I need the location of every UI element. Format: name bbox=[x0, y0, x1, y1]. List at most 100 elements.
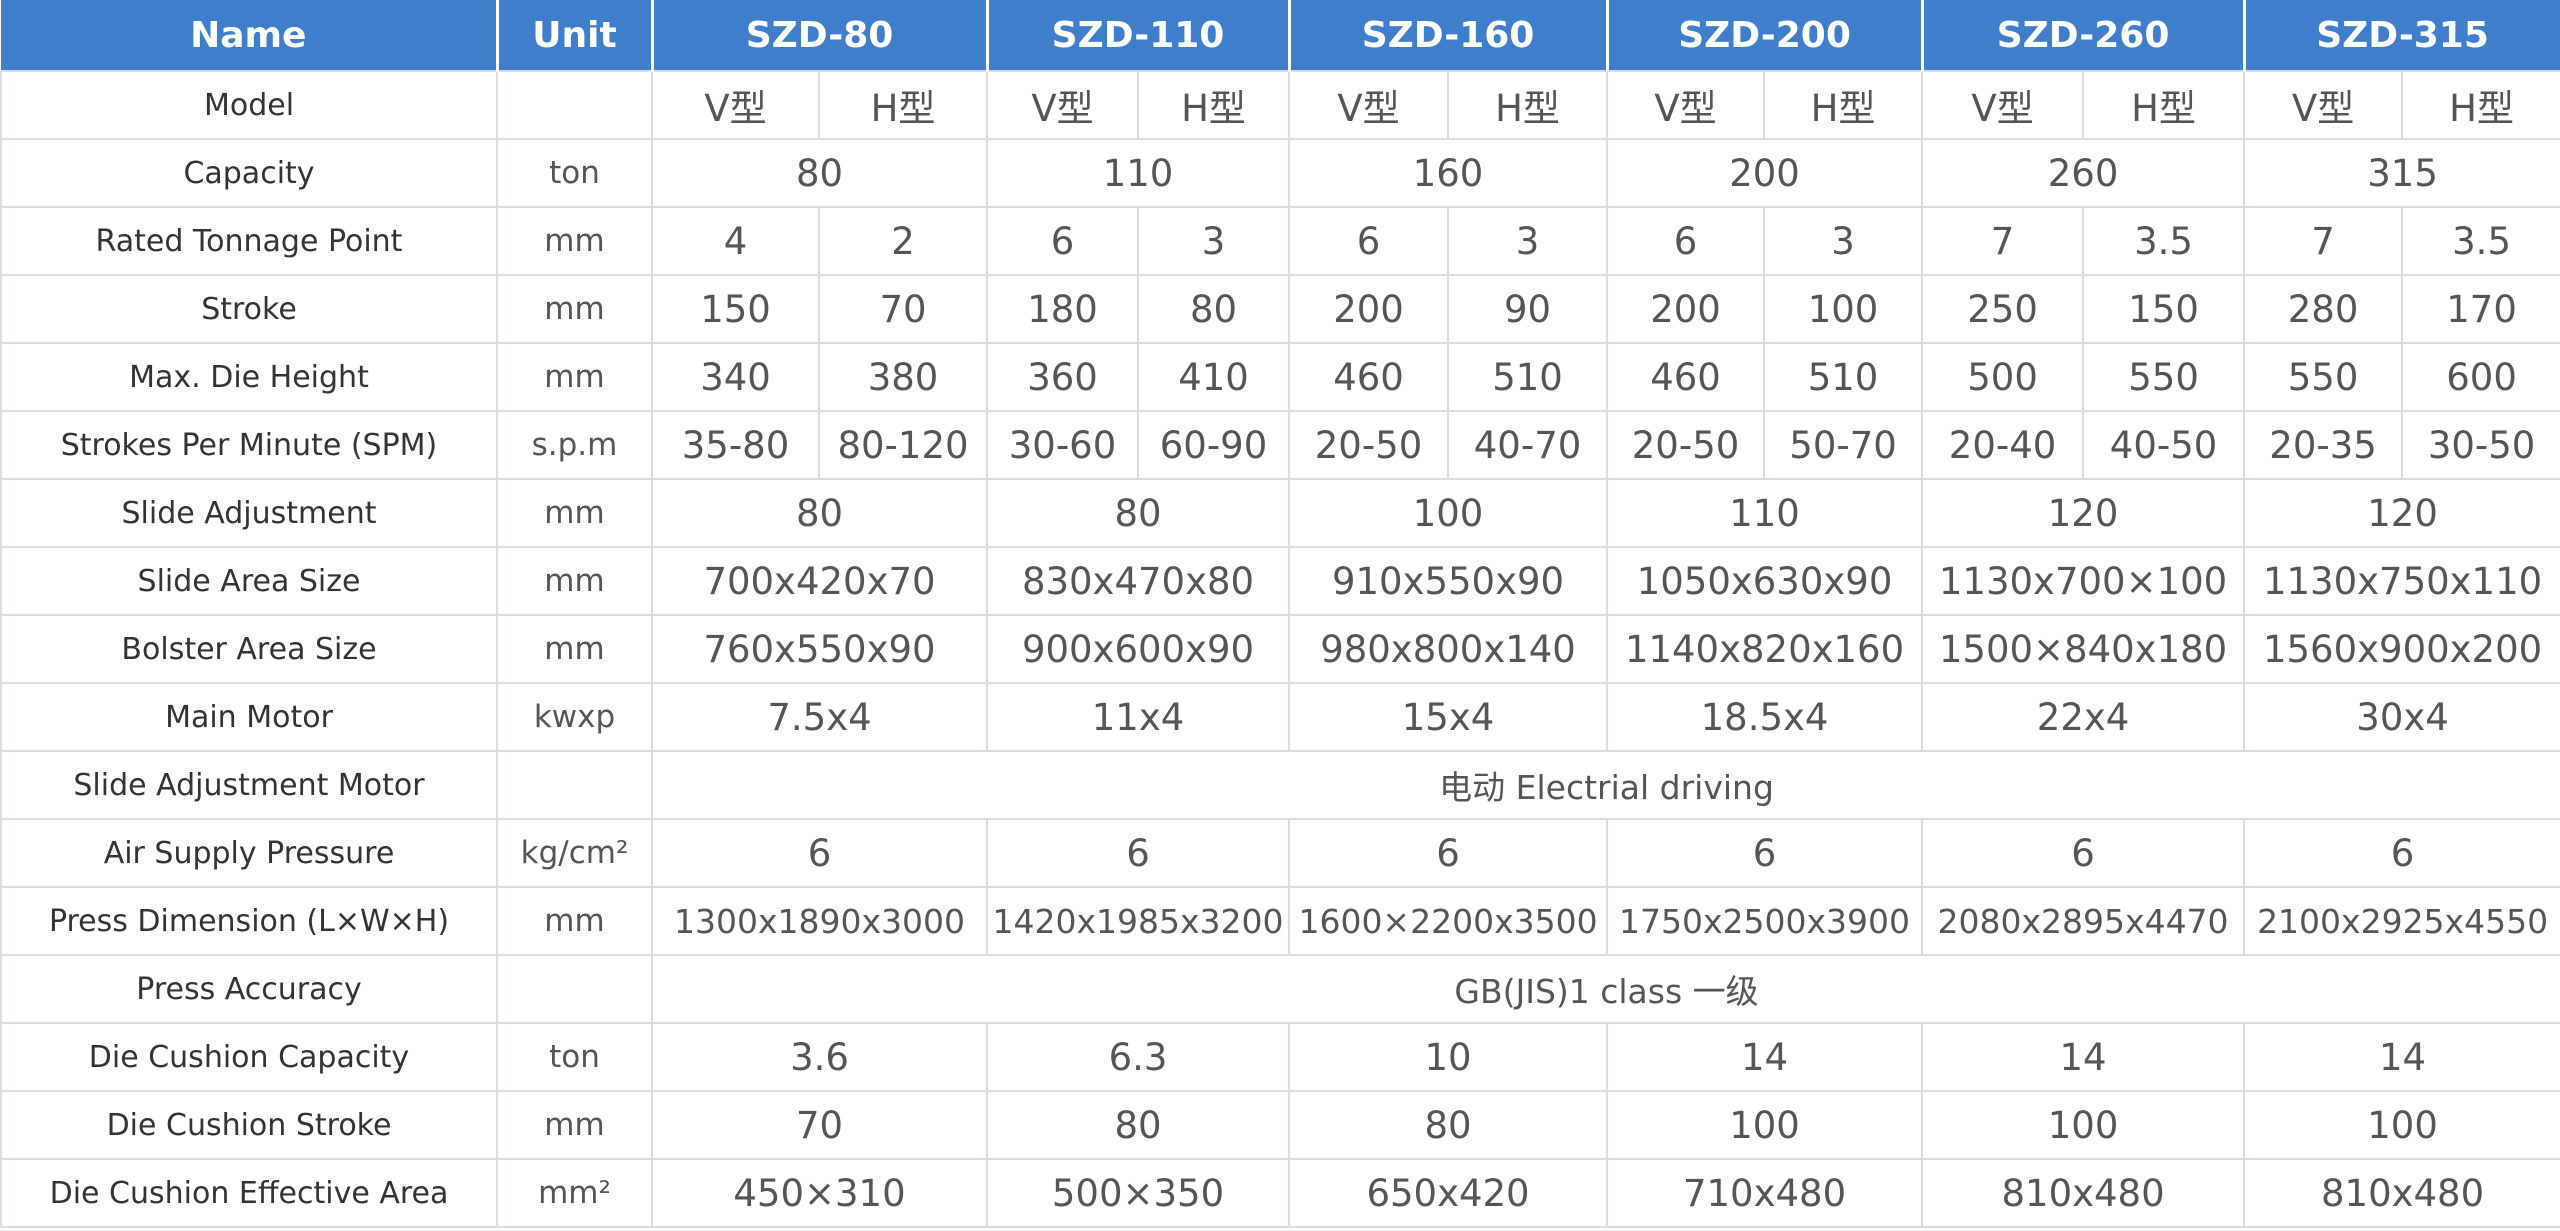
spec-value: 1560x900x200 bbox=[2243, 614, 2560, 684]
spec-row: Max. Die Height mm 340 380 360 410 460 510 460 51… bbox=[0, 342, 2560, 412]
spec-value: 30-50 bbox=[2401, 410, 2560, 480]
row-unit: mm bbox=[496, 886, 653, 956]
spec-value: 100 bbox=[1763, 274, 1924, 344]
spec-row: Capacity ton 80 110 160 200 260 315 bbox=[0, 138, 2560, 208]
model-header: SZD-260 bbox=[1922, 0, 2246, 71]
spec-value: 315 bbox=[2243, 138, 2560, 208]
spec-value: 100 bbox=[1921, 1090, 2246, 1160]
spec-value: 20-35 bbox=[2243, 410, 2404, 480]
spec-value: 3 bbox=[1763, 206, 1924, 276]
spec-value: 10 bbox=[1288, 1022, 1609, 1092]
spec-row: Slide Adjustment Motor 电动 Electrial drivi… bbox=[0, 750, 2560, 820]
spec-value: 6 bbox=[1921, 818, 2246, 888]
row-label: Max. Die Height bbox=[0, 342, 498, 412]
spec-value: 4 bbox=[651, 206, 820, 276]
header-row: Name Unit SZD-80 SZD-110 SZD-160 SZD-200 SZD… bbox=[1, 0, 2560, 71]
spec-value: 550 bbox=[2243, 342, 2404, 412]
header-unit: Unit bbox=[497, 0, 654, 71]
spec-value: 11x4 bbox=[985, 682, 1291, 752]
spec-value: 510 bbox=[1763, 342, 1924, 412]
spec-row: Press Accuracy GB(JIS)1 class 一级 bbox=[0, 954, 2560, 1024]
spec-value: 410 bbox=[1136, 342, 1291, 412]
spec-value: 460 bbox=[1606, 342, 1766, 412]
spec-value: 40-50 bbox=[2082, 410, 2246, 480]
spec-value: 60-90 bbox=[1136, 410, 1291, 480]
spec-value: H型 bbox=[2082, 70, 2246, 140]
spec-value: 80 bbox=[985, 1090, 1291, 1160]
spec-row: Die Cushion Effective Area mm² 450×310 500×… bbox=[0, 1158, 2560, 1228]
spec-value: 380 bbox=[818, 342, 988, 412]
spec-value: 150 bbox=[2082, 274, 2246, 344]
spec-value: 90 bbox=[1447, 274, 1609, 344]
spec-value: 6 bbox=[651, 818, 988, 888]
spec-value: 14 bbox=[2243, 1022, 2560, 1092]
model-header: SZD-200 bbox=[1607, 0, 1924, 71]
spec-value: 3 bbox=[1136, 206, 1291, 276]
model-header: SZD-315 bbox=[2244, 0, 2560, 71]
spec-value: 7.5x4 bbox=[651, 682, 988, 752]
spec-row: Bolster Area Size mm 760x550x90 900x600x90 9… bbox=[0, 614, 2560, 684]
spec-value: V型 bbox=[1921, 70, 2085, 140]
spec-value: 760x550x90 bbox=[651, 614, 988, 684]
spec-value: 830x470x80 bbox=[985, 546, 1291, 616]
spec-value: H型 bbox=[1447, 70, 1609, 140]
spec-value: 900x600x90 bbox=[985, 614, 1291, 684]
spec-value: 200 bbox=[1606, 274, 1766, 344]
spec-value: 6 bbox=[1288, 818, 1609, 888]
spec-value: 120 bbox=[1921, 478, 2246, 548]
row-label: Press Accuracy bbox=[0, 954, 498, 1024]
spec-value: 2 bbox=[818, 206, 988, 276]
spec-value: 80 bbox=[651, 138, 988, 208]
row-unit bbox=[496, 70, 653, 140]
spec-row: Slide Adjustment mm 80 80 100 110 120 120 bbox=[0, 478, 2560, 548]
spec-row: Main Motor kwxp 7.5x4 11x4 15x4 18.5x4 22x4 30x… bbox=[0, 682, 2560, 752]
spec-value: 1500×840x180 bbox=[1921, 614, 2246, 684]
spec-value: 1750x2500x3900 bbox=[1606, 886, 1924, 956]
spec-value: 35-80 bbox=[651, 410, 820, 480]
spec-value: 电动 Electrial driving bbox=[650, 750, 2560, 820]
spec-value: 18.5x4 bbox=[1606, 682, 1924, 752]
spec-value: V型 bbox=[986, 70, 1139, 140]
row-label: Stroke bbox=[0, 274, 498, 344]
row-label: Press Dimension (L×W×H) bbox=[0, 886, 498, 956]
spec-value: 2100x2925x4550 bbox=[2243, 886, 2560, 956]
row-label: Slide Area Size bbox=[0, 546, 498, 616]
spec-value: 70 bbox=[651, 1090, 988, 1160]
row-unit: kwxp bbox=[496, 682, 653, 752]
spec-value: H型 bbox=[2401, 70, 2560, 140]
spec-value: 80 bbox=[1136, 274, 1291, 344]
spec-value: H型 bbox=[818, 70, 988, 140]
spec-value: 810x480 bbox=[2243, 1158, 2560, 1228]
spec-value: 260 bbox=[1921, 138, 2246, 208]
spec-value: 600 bbox=[2401, 342, 2560, 412]
spec-value: 1130x750x110 bbox=[2243, 546, 2560, 616]
spec-value: 22x4 bbox=[1921, 682, 2246, 752]
spec-value: 280 bbox=[2243, 274, 2404, 344]
spec-value: 360 bbox=[986, 342, 1139, 412]
model-header: SZD-110 bbox=[987, 0, 1291, 71]
row-label: Slide Adjustment Motor bbox=[0, 750, 498, 820]
spec-value: 500×350 bbox=[985, 1158, 1291, 1228]
spec-value: 1140x820x160 bbox=[1606, 614, 1924, 684]
spec-value: 110 bbox=[1606, 478, 1924, 548]
spec-value: 20-50 bbox=[1606, 410, 1766, 480]
spec-value: 50-70 bbox=[1763, 410, 1924, 480]
row-unit: mm bbox=[496, 546, 653, 616]
spec-value: V型 bbox=[2243, 70, 2404, 140]
spec-row: Rated Tonnage Point mm 4 2 6 3 6 3 6 3 7 3.5 7 3.5 bbox=[0, 206, 2560, 276]
spec-value: 6 bbox=[1606, 206, 1766, 276]
spec-row: Die Cushion Stroke mm 70 80 80 100 100 100 bbox=[0, 1090, 2560, 1160]
spec-value: GB(JIS)1 class 一级 bbox=[650, 954, 2560, 1024]
row-unit: kg/cm² bbox=[496, 818, 653, 888]
row-unit: mm bbox=[496, 478, 653, 548]
spec-row: Slide Area Size mm 700x420x70 830x470x80 910… bbox=[0, 546, 2560, 616]
spec-value: 6 bbox=[2243, 818, 2560, 888]
spec-value: 1050x630x90 bbox=[1606, 546, 1924, 616]
spec-value: H型 bbox=[1136, 70, 1291, 140]
spec-value: 200 bbox=[1606, 138, 1924, 208]
row-unit: ton bbox=[496, 1022, 653, 1092]
spec-row: Press Dimension (L×W×H) mm 1300x1890x3000 1… bbox=[0, 886, 2560, 956]
spec-value: 450×310 bbox=[651, 1158, 988, 1228]
spec-value: 20-50 bbox=[1288, 410, 1450, 480]
